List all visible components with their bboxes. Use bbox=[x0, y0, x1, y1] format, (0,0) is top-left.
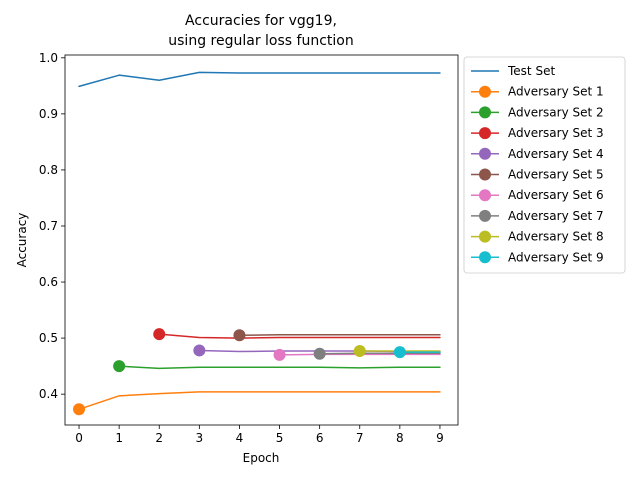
chart-title-line-2: using regular loss function bbox=[168, 33, 353, 49]
legend-label: Test Set bbox=[507, 64, 555, 78]
legend-label: Adversary Set 8 bbox=[508, 230, 604, 244]
x-tick-label: 8 bbox=[396, 431, 404, 445]
legend: Test Set Adversary Set 1 Adversary Set 2 Ad… bbox=[463, 56, 626, 274]
legend-swatch-marker bbox=[479, 168, 491, 181]
legend-label: Adversary Set 3 bbox=[508, 126, 604, 140]
legend-swatch-marker bbox=[479, 230, 491, 243]
legend-label: Adversary Set 4 bbox=[508, 147, 604, 161]
series-marker-adversary-set-4 bbox=[193, 344, 206, 357]
y-tick-label: 0.8 bbox=[39, 163, 58, 177]
x-tick-label: 7 bbox=[356, 431, 364, 445]
series-marker-adversary-set-3 bbox=[153, 328, 166, 341]
series-lines bbox=[78, 71, 441, 411]
legend-swatch-marker bbox=[479, 251, 491, 264]
legend-label: Adversary Set 9 bbox=[508, 250, 604, 264]
y-tick-label: 0.5 bbox=[39, 331, 58, 345]
x-tick-label: 9 bbox=[436, 431, 444, 445]
series-marker-adversary-set-5 bbox=[233, 329, 246, 342]
series-line-adversary-set-7 bbox=[318, 352, 441, 355]
series-markers bbox=[73, 328, 406, 416]
series-marker-adversary-set-8 bbox=[353, 345, 366, 357]
x-tick-label: 4 bbox=[236, 431, 244, 445]
legend-swatch-marker bbox=[479, 147, 491, 160]
series-marker-adversary-set-6 bbox=[273, 348, 286, 361]
x-tick-label: 1 bbox=[115, 431, 123, 445]
series-marker-adversary-set-7 bbox=[313, 347, 326, 360]
x-tick-label: 0 bbox=[75, 431, 83, 445]
legend-label: Adversary Set 5 bbox=[508, 168, 604, 182]
legend-swatch-marker bbox=[479, 189, 491, 202]
series-line-adversary-set-2 bbox=[118, 365, 441, 370]
series-marker-adversary-set-2 bbox=[113, 360, 126, 373]
series-line-adversary-set-1 bbox=[78, 391, 441, 411]
x-tick-label: 2 bbox=[155, 431, 163, 445]
y-axis-title: Accuracy bbox=[15, 213, 29, 268]
series-marker-adversary-set-9 bbox=[393, 346, 406, 359]
legend-box bbox=[463, 56, 626, 274]
legend-swatch-marker bbox=[479, 127, 491, 140]
y-tick-label: 0.4 bbox=[39, 387, 58, 401]
y-tick-label: 1.0 bbox=[39, 51, 58, 65]
y-tick-label: 0.7 bbox=[39, 219, 58, 233]
series-line-adversary-set-3 bbox=[158, 333, 441, 339]
legend-label: Adversary Set 2 bbox=[508, 105, 604, 119]
legend-label: Adversary Set 1 bbox=[508, 85, 604, 99]
legend-label: Adversary Set 7 bbox=[508, 209, 604, 223]
chart-title-line-1: Accuracies for vgg19, bbox=[185, 13, 337, 29]
series-line-adversary-set-5 bbox=[238, 333, 441, 337]
y-axis-ticks: 0.4 0.5 0.6 0.7 0.8 0.9 1.0 bbox=[39, 51, 65, 401]
series-marker-adversary-set-1 bbox=[73, 403, 86, 416]
x-tick-label: 5 bbox=[276, 431, 284, 445]
x-axis-ticks: 0 1 2 3 4 5 6 7 8 9 bbox=[75, 425, 444, 445]
x-tick-label: 3 bbox=[196, 431, 204, 445]
plot-frame bbox=[64, 54, 459, 426]
legend-label: Adversary Set 6 bbox=[508, 188, 604, 202]
legend-swatch-marker bbox=[479, 209, 491, 222]
legend-swatch-marker bbox=[479, 85, 491, 98]
y-tick-label: 0.9 bbox=[39, 107, 58, 121]
y-tick-label: 0.6 bbox=[39, 275, 58, 289]
legend-swatch-marker bbox=[479, 106, 491, 119]
x-axis-title: Epoch bbox=[243, 451, 280, 465]
x-tick-label: 6 bbox=[316, 431, 324, 445]
series-line-test-set bbox=[78, 71, 441, 88]
